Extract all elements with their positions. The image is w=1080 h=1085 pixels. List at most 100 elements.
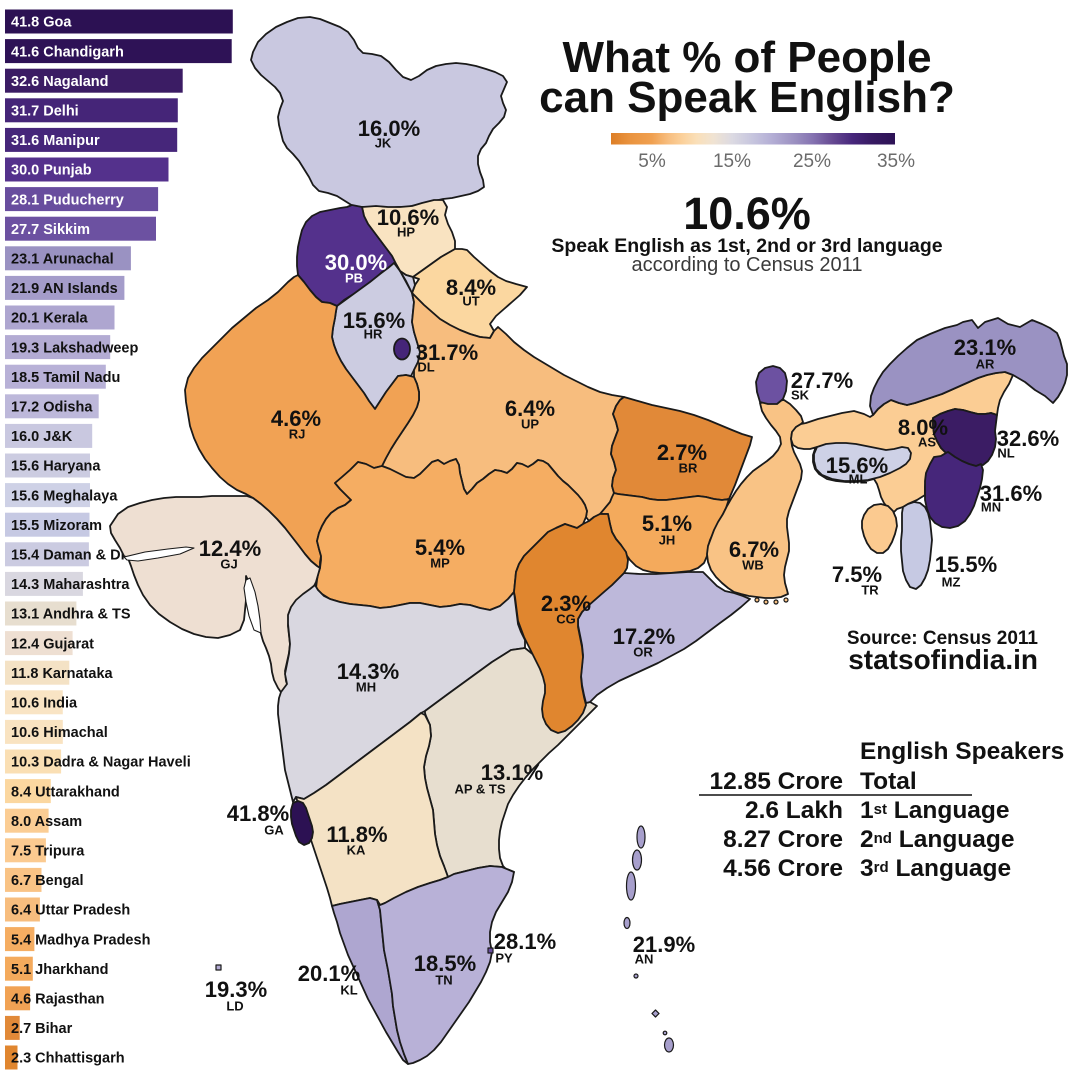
- svg-text:7.5 Tripura: 7.5 Tripura: [11, 844, 85, 860]
- svg-text:15%: 15%: [713, 151, 751, 172]
- svg-text:21.9%: 21.9%: [633, 932, 695, 957]
- svg-text:12.4%: 12.4%: [199, 536, 261, 561]
- svg-text:31.7%: 31.7%: [416, 340, 478, 365]
- svg-text:UP: UP: [521, 417, 539, 432]
- svg-text:OR: OR: [633, 645, 653, 660]
- svg-text:11.8%: 11.8%: [326, 822, 387, 847]
- svg-text:2nd Language: 2nd Language: [860, 826, 1014, 853]
- svg-text:according to Census 2011: according to Census 2011: [632, 254, 863, 276]
- svg-text:NL: NL: [997, 446, 1014, 461]
- svg-text:Speak English as 1st, 2nd or 3: Speak English as 1st, 2nd or 3rd languag…: [551, 235, 942, 257]
- svg-text:7.5%: 7.5%: [832, 562, 882, 587]
- svg-text:15.6 Meghalaya: 15.6 Meghalaya: [11, 488, 118, 504]
- svg-text:8.4 Uttarakhand: 8.4 Uttarakhand: [11, 784, 120, 800]
- svg-text:ML: ML: [849, 472, 868, 487]
- svg-text:KL: KL: [340, 983, 357, 998]
- svg-text:PB: PB: [345, 271, 363, 286]
- svg-text:16.0 J&K: 16.0 J&K: [11, 429, 73, 445]
- svg-text:41.8%: 41.8%: [227, 801, 289, 826]
- svg-text:15.4 Daman & Diu: 15.4 Daman & Diu: [11, 548, 134, 564]
- svg-text:Source: Census 2011: Source: Census 2011: [847, 628, 1039, 649]
- svg-text:10.6 India: 10.6 India: [11, 696, 78, 712]
- svg-text:6.4 Uttar Pradesh: 6.4 Uttar Pradesh: [11, 903, 130, 919]
- svg-text:2.3 Chhattisgarh: 2.3 Chhattisgarh: [11, 1051, 125, 1067]
- svg-text:14.3 Maharashtra: 14.3 Maharashtra: [11, 577, 130, 593]
- svg-text:PY: PY: [495, 951, 513, 966]
- svg-text:10.3 Dadra & Nagar Haveli: 10.3 Dadra & Nagar Haveli: [11, 755, 191, 771]
- svg-text:DL: DL: [417, 360, 434, 375]
- svg-text:28.1 Puducherry: 28.1 Puducherry: [11, 192, 124, 208]
- svg-text:SK: SK: [791, 388, 810, 403]
- svg-text:27.7%: 27.7%: [791, 368, 853, 393]
- svg-text:15.5%: 15.5%: [935, 552, 997, 577]
- svg-text:31.6%: 31.6%: [980, 481, 1042, 506]
- svg-text:20.1%: 20.1%: [298, 961, 360, 986]
- svg-text:19.3 Lakshadweep: 19.3 Lakshadweep: [11, 340, 138, 356]
- svg-text:4.6 Rajasthan: 4.6 Rajasthan: [11, 992, 105, 1008]
- svg-text:20.1 Kerala: 20.1 Kerala: [11, 311, 89, 327]
- svg-text:10.6%: 10.6%: [377, 205, 439, 230]
- svg-text:TR: TR: [861, 583, 879, 598]
- svg-text:21.9 AN Islands: 21.9 AN Islands: [11, 281, 118, 297]
- svg-text:TN: TN: [435, 973, 452, 988]
- svg-text:15.6 Haryana: 15.6 Haryana: [11, 459, 101, 475]
- svg-text:English Speakers: English Speakers: [860, 738, 1064, 765]
- svg-text:17.2%: 17.2%: [613, 624, 675, 649]
- svg-text:Total: Total: [860, 768, 917, 795]
- svg-text:5%: 5%: [638, 151, 666, 172]
- svg-text:1st Language: 1st Language: [860, 797, 1010, 824]
- svg-text:41.6 Chandigarh: 41.6 Chandigarh: [11, 44, 124, 60]
- svg-text:6.7%: 6.7%: [729, 537, 779, 562]
- svg-text:23.1%: 23.1%: [954, 335, 1016, 360]
- svg-text:6.4%: 6.4%: [505, 396, 555, 421]
- svg-text:10.6%: 10.6%: [683, 188, 811, 239]
- svg-text:GJ: GJ: [220, 557, 237, 572]
- svg-text:2.6 Lakh: 2.6 Lakh: [745, 797, 843, 824]
- svg-text:AS: AS: [918, 435, 936, 450]
- svg-text:WB: WB: [742, 558, 764, 573]
- svg-text:5.4 Madhya Pradesh: 5.4 Madhya Pradesh: [11, 932, 150, 948]
- svg-text:32.6 Nagaland: 32.6 Nagaland: [11, 74, 109, 90]
- svg-text:JH: JH: [659, 533, 676, 548]
- svg-text:28.1%: 28.1%: [494, 929, 556, 954]
- svg-text:27.7 Sikkim: 27.7 Sikkim: [11, 222, 90, 238]
- svg-text:15.5 Mizoram: 15.5 Mizoram: [11, 518, 102, 534]
- svg-text:12.4 Gujarat: 12.4 Gujarat: [11, 636, 94, 652]
- svg-text:41.8 Goa: 41.8 Goa: [11, 15, 72, 31]
- svg-text:MN: MN: [981, 500, 1001, 515]
- svg-text:HP: HP: [397, 225, 415, 240]
- svg-text:30.0 Punjab: 30.0 Punjab: [11, 163, 92, 179]
- svg-text:2.7 Bihar: 2.7 Bihar: [11, 1021, 73, 1037]
- svg-text:16.0%: 16.0%: [358, 116, 420, 141]
- svg-text:What % of People: What % of People: [562, 33, 931, 82]
- svg-text:15.6%: 15.6%: [826, 453, 888, 478]
- svg-text:19.3%: 19.3%: [205, 977, 267, 1002]
- svg-text:5.1 Jharkhand: 5.1 Jharkhand: [11, 962, 109, 978]
- svg-text:18.5 Tamil Nadu: 18.5 Tamil Nadu: [11, 370, 120, 386]
- svg-text:2.3%: 2.3%: [541, 591, 591, 616]
- svg-text:8.0%: 8.0%: [898, 415, 948, 440]
- svg-text:AN: AN: [635, 952, 654, 967]
- svg-text:31.6 Manipur: 31.6 Manipur: [11, 133, 100, 149]
- svg-text:11.8 Karnataka: 11.8 Karnataka: [11, 666, 114, 682]
- svg-text:4.6%: 4.6%: [271, 406, 321, 431]
- svg-text:AP & TS: AP & TS: [454, 782, 505, 797]
- svg-text:AR: AR: [976, 357, 995, 372]
- svg-text:31.7 Delhi: 31.7 Delhi: [11, 104, 79, 120]
- svg-text:12.85 Crore: 12.85 Crore: [710, 768, 843, 795]
- svg-text:MP: MP: [430, 556, 450, 571]
- svg-text:18.5%: 18.5%: [414, 951, 476, 976]
- svg-text:can Speak English?: can Speak English?: [539, 73, 955, 122]
- svg-text:17.2 Odisha: 17.2 Odisha: [11, 400, 93, 416]
- svg-text:23.1 Arunachal: 23.1 Arunachal: [11, 252, 114, 268]
- svg-text:10.6 Himachal: 10.6 Himachal: [11, 725, 108, 741]
- svg-text:5.4%: 5.4%: [415, 535, 465, 560]
- svg-text:8.0 Assam: 8.0 Assam: [11, 814, 82, 830]
- svg-text:13.1%: 13.1%: [481, 760, 543, 785]
- svg-text:UT: UT: [462, 294, 479, 309]
- svg-text:32.6%: 32.6%: [997, 426, 1059, 451]
- svg-text:4.56 Crore: 4.56 Crore: [723, 855, 843, 882]
- svg-text:25%: 25%: [793, 151, 831, 172]
- svg-text:RJ: RJ: [289, 427, 306, 442]
- svg-text:MH: MH: [356, 680, 376, 695]
